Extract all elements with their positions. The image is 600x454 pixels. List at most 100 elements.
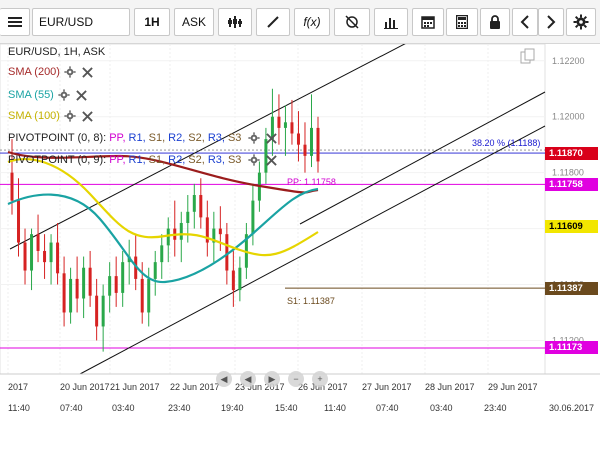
indicator-pivot-1: PIVOTPOINT (0, 8): PP, R1, S1, R2, S2, R3, S3 — [8, 131, 278, 145]
function-button[interactable]: f(x) — [294, 8, 330, 36]
gear-icon[interactable] — [64, 110, 76, 122]
menu-button[interactable] — [0, 8, 30, 36]
crosshair-button[interactable] — [334, 8, 370, 36]
price-tag: 1.11173 — [545, 341, 598, 355]
candle-body — [121, 262, 125, 293]
scroll-right-button[interactable] — [538, 8, 564, 36]
gear-icon[interactable] — [248, 154, 261, 166]
pivot-part: R1, — [128, 132, 146, 144]
indicator-sma100: SMA (100) — [8, 109, 93, 123]
time-label: 07:40 — [376, 403, 399, 413]
zoom-in-icon: + — [317, 374, 323, 384]
chart-area[interactable]: 1.122001.120001.118001.116001.114001.112… — [0, 44, 600, 454]
draw-tool-button[interactable] — [256, 8, 290, 36]
candle-body — [225, 234, 229, 271]
lock-icon — [490, 15, 500, 29]
calculator-button[interactable] — [446, 8, 478, 36]
candle-body — [17, 200, 21, 243]
gear-icon[interactable] — [58, 89, 70, 101]
candle-body — [75, 278, 79, 299]
candle-body — [264, 139, 268, 173]
trend-channel-mid — [299, 91, 546, 225]
candle-body — [205, 217, 209, 243]
time-label: 03:40 — [112, 403, 135, 413]
nav-first-button[interactable]: ◀ — [216, 371, 232, 387]
candle-body — [192, 195, 196, 212]
volume-button[interactable] — [374, 8, 408, 36]
candle-body — [179, 222, 183, 240]
gear-icon[interactable] — [248, 132, 261, 144]
chevron-left-icon: ◀ — [220, 373, 228, 384]
candle-body — [30, 234, 34, 271]
candle-body — [270, 116, 274, 140]
pivot-part: PP, — [109, 132, 126, 144]
close-icon[interactable] — [266, 132, 278, 144]
zoom-out-icon: − — [293, 374, 299, 384]
date-label: 27 Jun 2017 — [362, 382, 412, 392]
close-icon[interactable] — [76, 89, 87, 101]
settings-button[interactable] — [566, 8, 596, 36]
chevron-right-icon — [547, 15, 556, 29]
candle-body — [186, 211, 190, 223]
gear-icon[interactable] — [64, 66, 76, 78]
pivot-part: R2, — [168, 154, 186, 166]
calendar-icon — [421, 16, 435, 29]
pivot-s1-label: S1: 1.11387 — [287, 296, 335, 306]
date-label: 20 Jun 2017 — [60, 382, 110, 392]
scroll-left-button[interactable] — [512, 8, 538, 36]
candle-body — [303, 144, 307, 156]
price-type-button[interactable]: ASK — [174, 8, 214, 36]
indicator-label: SMA (55) — [8, 89, 54, 101]
candle-body — [316, 127, 320, 162]
candle-body — [62, 273, 66, 313]
nav-zoom-in-button[interactable]: + — [312, 371, 328, 387]
time-label: 15:40 — [275, 403, 298, 413]
indicator-sma200: SMA (200) — [8, 65, 93, 79]
candle-body — [43, 250, 47, 263]
timeframe-button[interactable]: 1H — [134, 8, 170, 36]
candle-body — [309, 127, 313, 156]
price-chart[interactable]: 1.122001.120001.118001.116001.114001.112… — [0, 44, 600, 454]
pivot-part: R3, — [207, 132, 225, 144]
pivot-label: PIVOTPOINT (0, 9): — [8, 154, 107, 166]
candlestick-icon — [228, 16, 242, 28]
y-tick-label: 1.11200 — [552, 335, 584, 345]
candle-body — [10, 172, 14, 201]
close-icon[interactable] — [82, 66, 93, 78]
symbol-input[interactable]: EUR/USD — [32, 8, 130, 36]
candle-body — [23, 242, 27, 271]
nav-next-button[interactable]: ▶ — [264, 371, 280, 387]
pivot-part: R2, — [168, 132, 186, 144]
candle-body — [88, 267, 92, 296]
candle-body — [212, 228, 216, 243]
time-label: 19:40 — [221, 403, 244, 413]
candle-body — [218, 228, 222, 235]
chart-type-button[interactable] — [218, 8, 252, 36]
y-tick-label: 1.12000 — [552, 112, 585, 122]
end-date-label: 30.06.2017 — [549, 403, 594, 413]
calculator-icon — [456, 15, 468, 29]
candle-body — [290, 122, 294, 134]
pencil-icon — [267, 16, 279, 28]
nav-zoom-out-button[interactable]: − — [288, 371, 304, 387]
toolbar: EUR/USD 1H ASK f(x) — [0, 0, 600, 44]
candle-body — [238, 267, 242, 291]
calendar-button[interactable] — [412, 8, 444, 36]
time-label: 23:40 — [168, 403, 191, 413]
close-icon[interactable] — [82, 110, 93, 122]
pivot-part: S3 — [227, 154, 242, 166]
candle-body — [49, 242, 53, 263]
candle-body — [160, 245, 164, 263]
nav-prev-button[interactable]: ◀ — [240, 371, 256, 387]
date-label: 28 Jun 2017 — [425, 382, 475, 392]
date-label: 21 Jun 2017 — [110, 382, 160, 392]
indicator-label: SMA (100) — [8, 110, 60, 122]
date-label: 23 Jun 2017 — [235, 382, 285, 392]
pivot-label: PIVOTPOINT (0, 8): — [8, 132, 107, 144]
copy-icon[interactable] — [520, 48, 536, 64]
lock-button[interactable] — [480, 8, 510, 36]
chevron-left-icon: ◀ — [244, 373, 252, 384]
candle-body — [166, 228, 170, 246]
date-label: 29 Jun 2017 — [488, 382, 538, 392]
close-icon[interactable] — [266, 154, 278, 166]
